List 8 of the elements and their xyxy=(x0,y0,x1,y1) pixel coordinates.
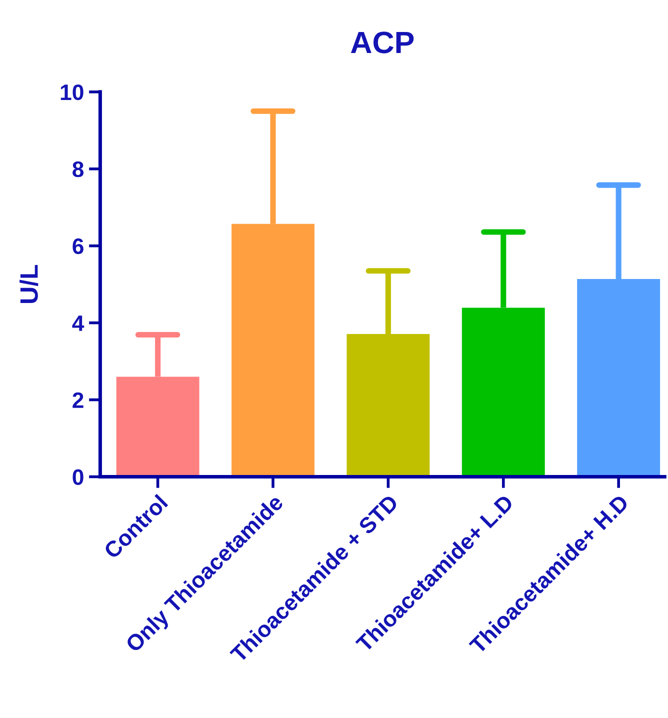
y-tick-label: 4 xyxy=(72,316,84,331)
y-tick-label: 2 xyxy=(72,392,84,408)
y-tick-label: 0 xyxy=(72,469,84,486)
y-axis-title: U/L xyxy=(20,264,38,303)
y-tick-label: 6 xyxy=(72,238,84,254)
y-tick-label: 8 xyxy=(72,161,84,178)
chart-title: ACP xyxy=(350,32,414,54)
y-tick-label: 10 xyxy=(60,84,84,100)
